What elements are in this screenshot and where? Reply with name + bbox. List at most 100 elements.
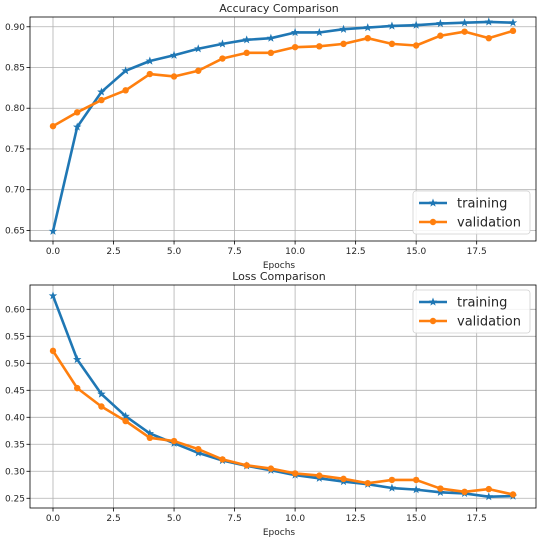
y-tick-label: 0.40 bbox=[5, 413, 25, 423]
x-tick-label: 2.5 bbox=[106, 247, 120, 257]
data-point-validation bbox=[364, 34, 371, 42]
x-tick-label: 5.0 bbox=[167, 247, 182, 257]
x-tick-label: 12.5 bbox=[346, 514, 366, 524]
y-tick-label: 0.80 bbox=[5, 104, 25, 114]
y-tick-label: 0.60 bbox=[5, 305, 25, 315]
x-tick-label: 15.0 bbox=[406, 514, 426, 524]
y-tick-label: 0.35 bbox=[5, 440, 25, 450]
plot-frame bbox=[29, 284, 537, 509]
x-tick-label: 10.0 bbox=[285, 514, 305, 524]
x-tick-label: 7.5 bbox=[227, 514, 241, 524]
data-point-validation bbox=[437, 32, 444, 39]
data-point-training bbox=[484, 17, 494, 26]
data-point-validation bbox=[146, 70, 154, 78]
data-point-validation bbox=[412, 42, 420, 49]
loss-chart: Loss Comparison Epochs 0.0 2.5 5.0 7.5 10.0 1… bbox=[5, 270, 537, 538]
legend: training validation bbox=[412, 289, 531, 334]
legend-label-validation: validation bbox=[457, 315, 521, 330]
data-point-training bbox=[411, 20, 421, 29]
data-point-validation bbox=[195, 445, 202, 453]
data-point-validation bbox=[267, 49, 275, 57]
data-point-training bbox=[315, 28, 324, 37]
data-point-training bbox=[48, 226, 58, 235]
data-point-validation bbox=[146, 434, 154, 442]
data-point-validation bbox=[316, 472, 323, 479]
series-line-training bbox=[51, 295, 514, 498]
data-point-training bbox=[363, 23, 372, 32]
y-tick-label: 0.50 bbox=[5, 359, 25, 369]
chart-title: Loss Comparison bbox=[232, 270, 326, 283]
data-point-validation bbox=[170, 73, 178, 80]
data-point-validation bbox=[388, 40, 396, 48]
data-point-validation bbox=[340, 40, 347, 48]
data-point-training bbox=[290, 28, 300, 37]
x-tick-label: 10.0 bbox=[285, 247, 305, 257]
data-point-training bbox=[242, 35, 251, 44]
x-tick-label: 5.0 bbox=[167, 514, 182, 524]
data-point-training bbox=[460, 18, 469, 27]
x-tick-label: 17.5 bbox=[467, 514, 487, 524]
data-point-training bbox=[121, 411, 130, 420]
data-point-training bbox=[266, 33, 276, 42]
legend-marker-training bbox=[428, 198, 438, 207]
series-line-training bbox=[51, 20, 514, 232]
data-point-validation bbox=[316, 43, 323, 50]
data-point-training bbox=[218, 39, 227, 48]
y-tick-label: 0.90 bbox=[5, 23, 25, 33]
legend: training validation bbox=[412, 190, 531, 235]
data-point-validation bbox=[195, 67, 202, 74]
data-point-validation bbox=[461, 488, 468, 496]
data-point-validation bbox=[122, 87, 129, 94]
data-point-validation bbox=[509, 491, 517, 498]
y-tick-label: 0.85 bbox=[5, 64, 25, 74]
grid bbox=[30, 17, 536, 241]
data-point-validation bbox=[243, 462, 250, 469]
data-point-training bbox=[484, 492, 494, 501]
y-tick-label: 0.55 bbox=[5, 332, 25, 342]
data-point-validation bbox=[122, 417, 129, 425]
legend-label-training: training bbox=[457, 296, 507, 311]
x-tick-label: 17.5 bbox=[467, 247, 487, 257]
legend-marker-validation bbox=[429, 218, 437, 226]
data-point-training bbox=[169, 50, 179, 59]
data-point-validation bbox=[49, 347, 57, 355]
data-point-training bbox=[194, 448, 203, 457]
x-tick-label: 15.0 bbox=[406, 247, 426, 257]
data-point-validation bbox=[340, 475, 347, 483]
data-point-training bbox=[48, 291, 58, 300]
data-point-validation bbox=[98, 96, 105, 104]
y-tick-label: 0.75 bbox=[5, 145, 25, 155]
data-point-training bbox=[339, 24, 348, 33]
data-point-training bbox=[72, 122, 82, 131]
y-tick-label: 0.25 bbox=[5, 494, 25, 504]
x-axis-label: Epochs bbox=[263, 261, 296, 271]
y-tick-label: 0.30 bbox=[5, 467, 25, 477]
x-tick-label: 12.5 bbox=[346, 247, 366, 257]
legend-marker-training bbox=[428, 297, 438, 306]
y-tick-label: 0.70 bbox=[5, 186, 25, 196]
data-point-validation bbox=[485, 485, 492, 493]
data-point-validation bbox=[291, 470, 299, 477]
data-point-validation bbox=[461, 28, 468, 35]
data-point-validation bbox=[219, 456, 226, 463]
chart-title: Accuracy Comparison bbox=[219, 2, 339, 15]
data-point-training bbox=[387, 483, 397, 492]
series-validation bbox=[49, 27, 517, 130]
data-point-validation bbox=[364, 479, 371, 487]
x-tick-label: 0.0 bbox=[46, 514, 61, 524]
data-point-validation bbox=[485, 34, 492, 42]
accuracy-chart: Accuracy Comparison Epochs 0.0 2.5 5.0 7.5 1… bbox=[5, 2, 537, 271]
y-tick-label: 0.45 bbox=[5, 386, 25, 396]
data-point-training bbox=[411, 485, 421, 494]
series-line-validation bbox=[52, 29, 514, 128]
data-point-validation bbox=[49, 122, 57, 130]
data-point-validation bbox=[437, 485, 444, 492]
data-point-training bbox=[194, 44, 203, 53]
x-tick-label: 2.5 bbox=[106, 514, 120, 524]
data-point-training bbox=[387, 21, 397, 30]
data-point-training bbox=[145, 56, 155, 65]
data-point-training bbox=[97, 87, 106, 96]
grid bbox=[30, 285, 536, 508]
data-point-training bbox=[97, 389, 106, 398]
